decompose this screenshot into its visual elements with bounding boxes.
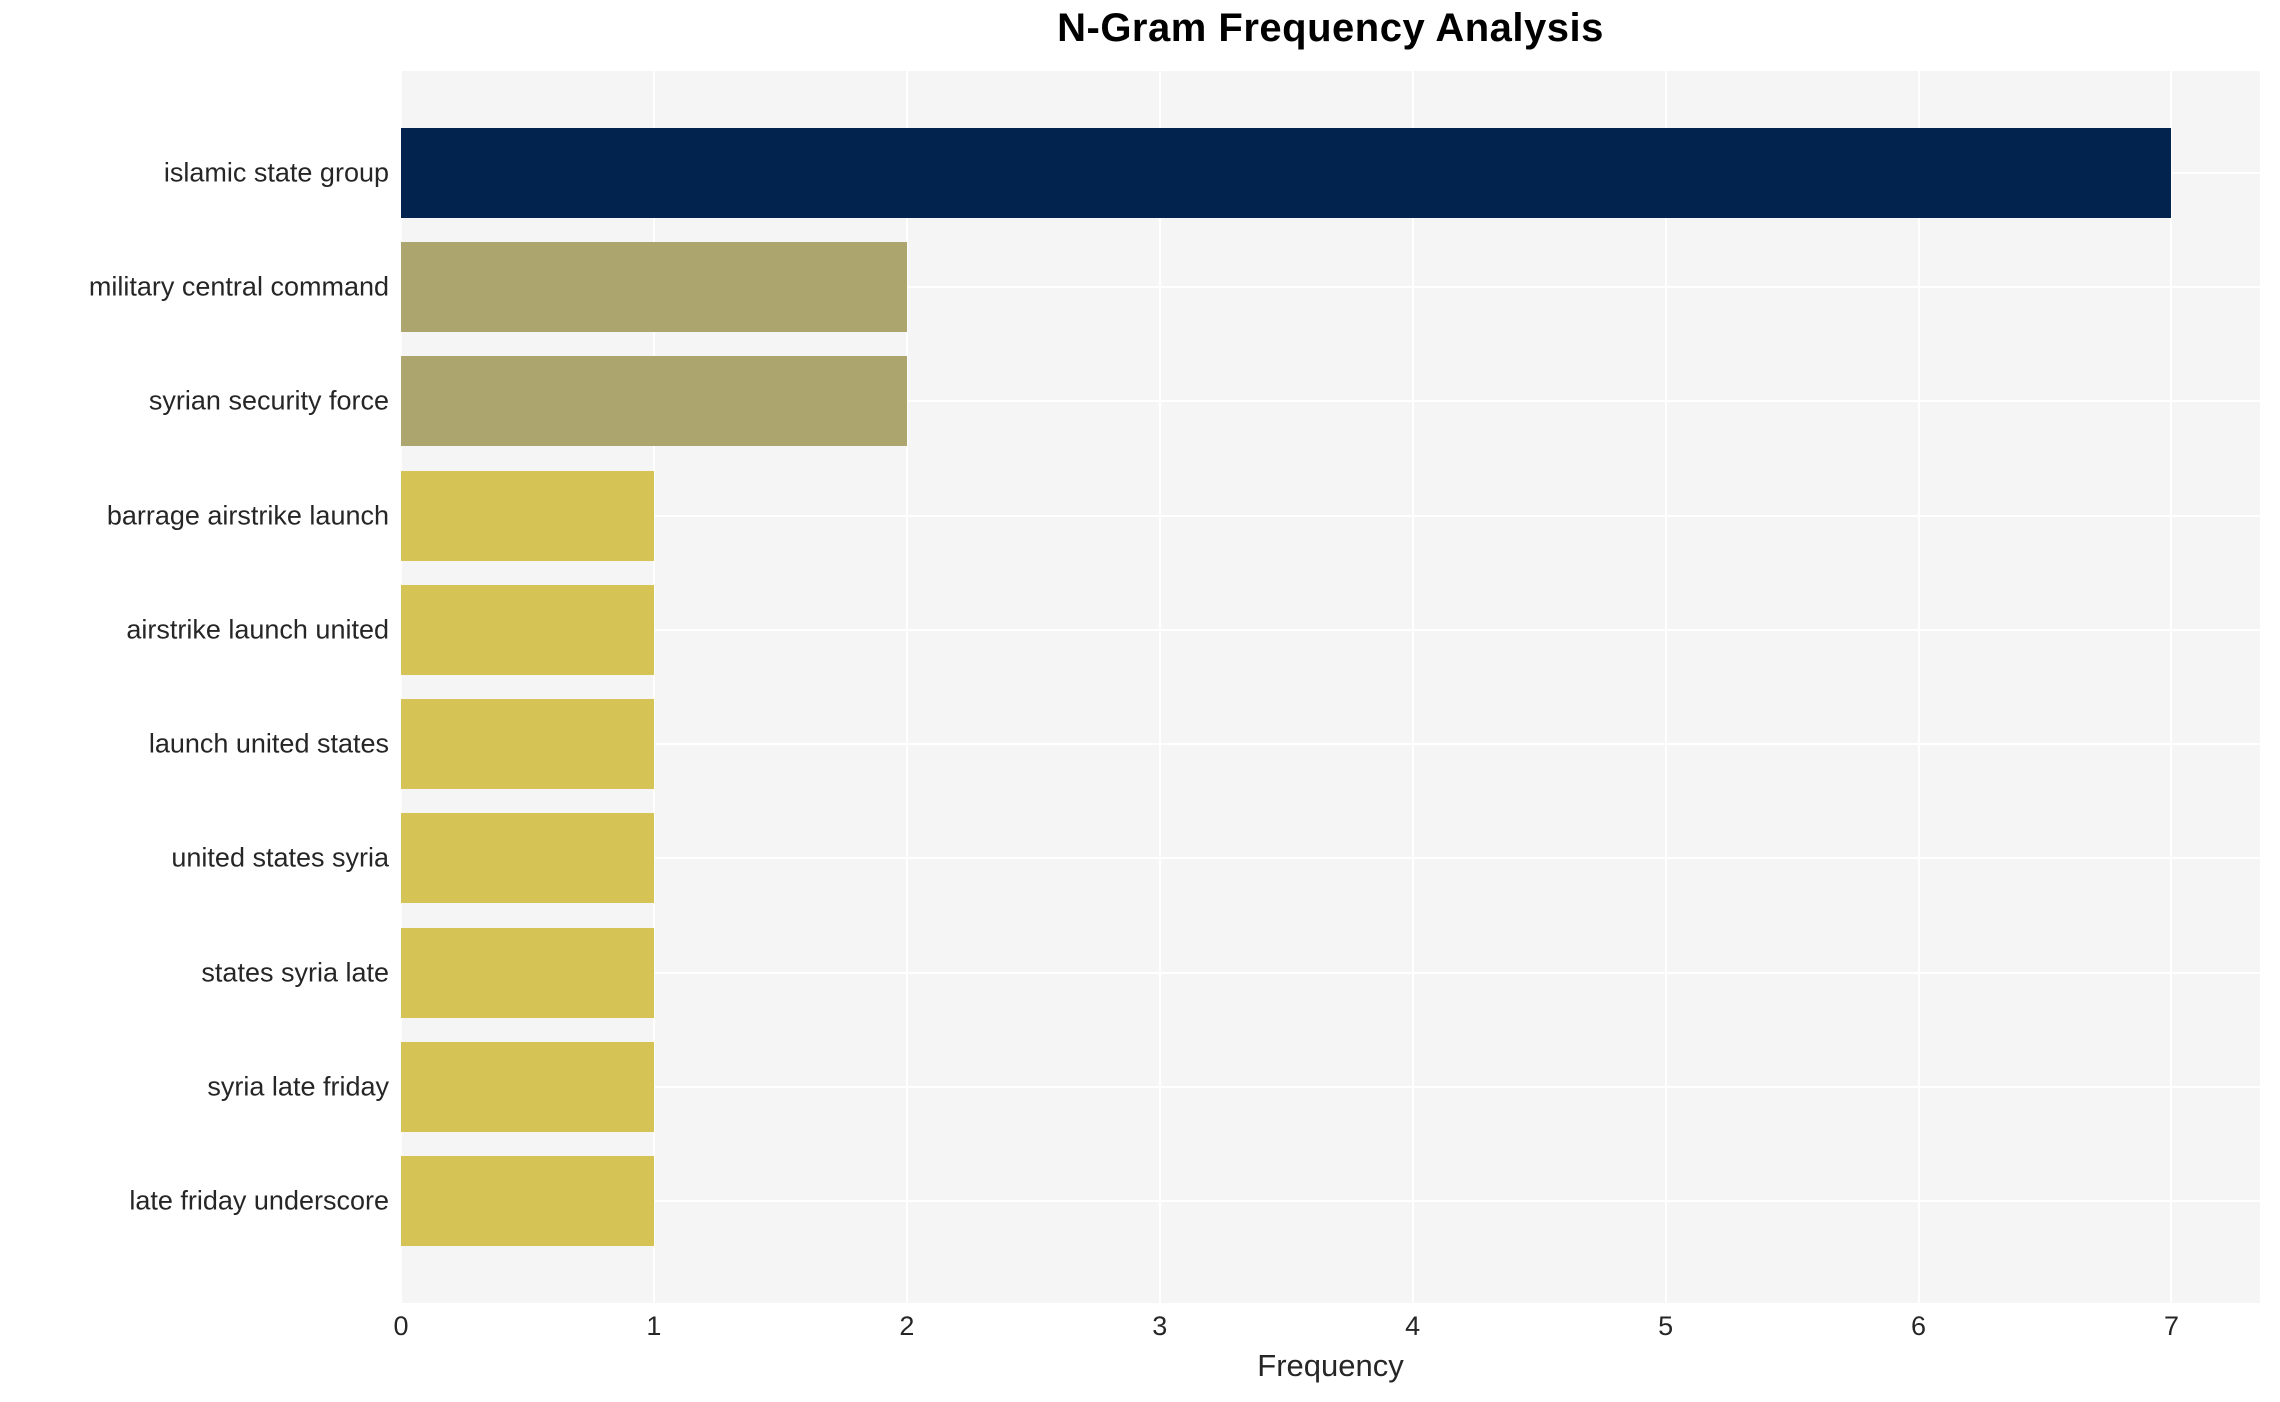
y-tick-label: launch united states xyxy=(148,728,389,759)
x-tick-label: 5 xyxy=(1658,1311,1674,1341)
gridline-horizontal xyxy=(401,514,2260,517)
bar-barrage-airstrike-launch xyxy=(401,470,654,561)
x-tick-label: 3 xyxy=(1152,1311,1168,1341)
bar-united-states-syria xyxy=(401,813,654,904)
x-axis-title: Frequency xyxy=(1257,1348,1404,1383)
gridline-vertical xyxy=(905,71,908,1303)
gridline-horizontal xyxy=(401,743,2260,746)
gridline-vertical xyxy=(400,71,402,1303)
gridline-vertical xyxy=(1664,71,1667,1303)
y-tick-label: military central command xyxy=(88,271,389,302)
chart-title: N-Gram Frequency Analysis xyxy=(1057,6,1604,50)
gridline-vertical xyxy=(1917,71,1920,1303)
gridline-horizontal xyxy=(401,857,2260,860)
gridline-horizontal xyxy=(401,1200,2260,1202)
y-tick-label: syria late friday xyxy=(207,1071,389,1102)
gridline-horizontal xyxy=(401,286,2260,289)
y-tick-label: barrage airstrike launch xyxy=(106,500,389,531)
bar-military-central-command xyxy=(401,242,907,333)
y-tick-label: airstrike launch united xyxy=(126,614,389,645)
x-tick-label: 0 xyxy=(393,1311,409,1341)
y-tick-label: united states syria xyxy=(171,842,389,873)
gridline-vertical xyxy=(1158,71,1161,1303)
x-tick-label: 7 xyxy=(2163,1311,2179,1341)
x-tick-label: 1 xyxy=(646,1311,662,1341)
y-tick-label: syrian security force xyxy=(148,385,389,416)
gridline-vertical xyxy=(1411,71,1414,1303)
y-tick-label: islamic state group xyxy=(163,157,389,188)
gridline-vertical xyxy=(2170,71,2173,1303)
x-tick-label: 4 xyxy=(1405,1311,1421,1341)
bar-late-friday-underscore xyxy=(401,1156,654,1246)
bar-states-syria-late xyxy=(401,927,654,1018)
x-tick-label: 6 xyxy=(1911,1311,1927,1341)
gridline-horizontal xyxy=(401,628,2260,631)
bar-syria-late-friday xyxy=(401,1041,654,1132)
gridline-horizontal xyxy=(401,1085,2260,1088)
y-tick-label: states syria late xyxy=(201,957,389,988)
plot-area xyxy=(400,71,2260,1303)
gridline-horizontal xyxy=(401,971,2260,974)
bar-launch-united-states xyxy=(401,699,654,790)
bar-islamic-state-group xyxy=(401,128,2172,218)
gridline-horizontal xyxy=(401,400,2260,403)
bar-airstrike-launch-united xyxy=(401,584,654,675)
bar-syrian-security-force xyxy=(401,356,907,447)
x-tick-label: 2 xyxy=(899,1311,915,1341)
gridline-vertical xyxy=(652,71,655,1303)
y-tick-label: late friday underscore xyxy=(129,1185,389,1216)
